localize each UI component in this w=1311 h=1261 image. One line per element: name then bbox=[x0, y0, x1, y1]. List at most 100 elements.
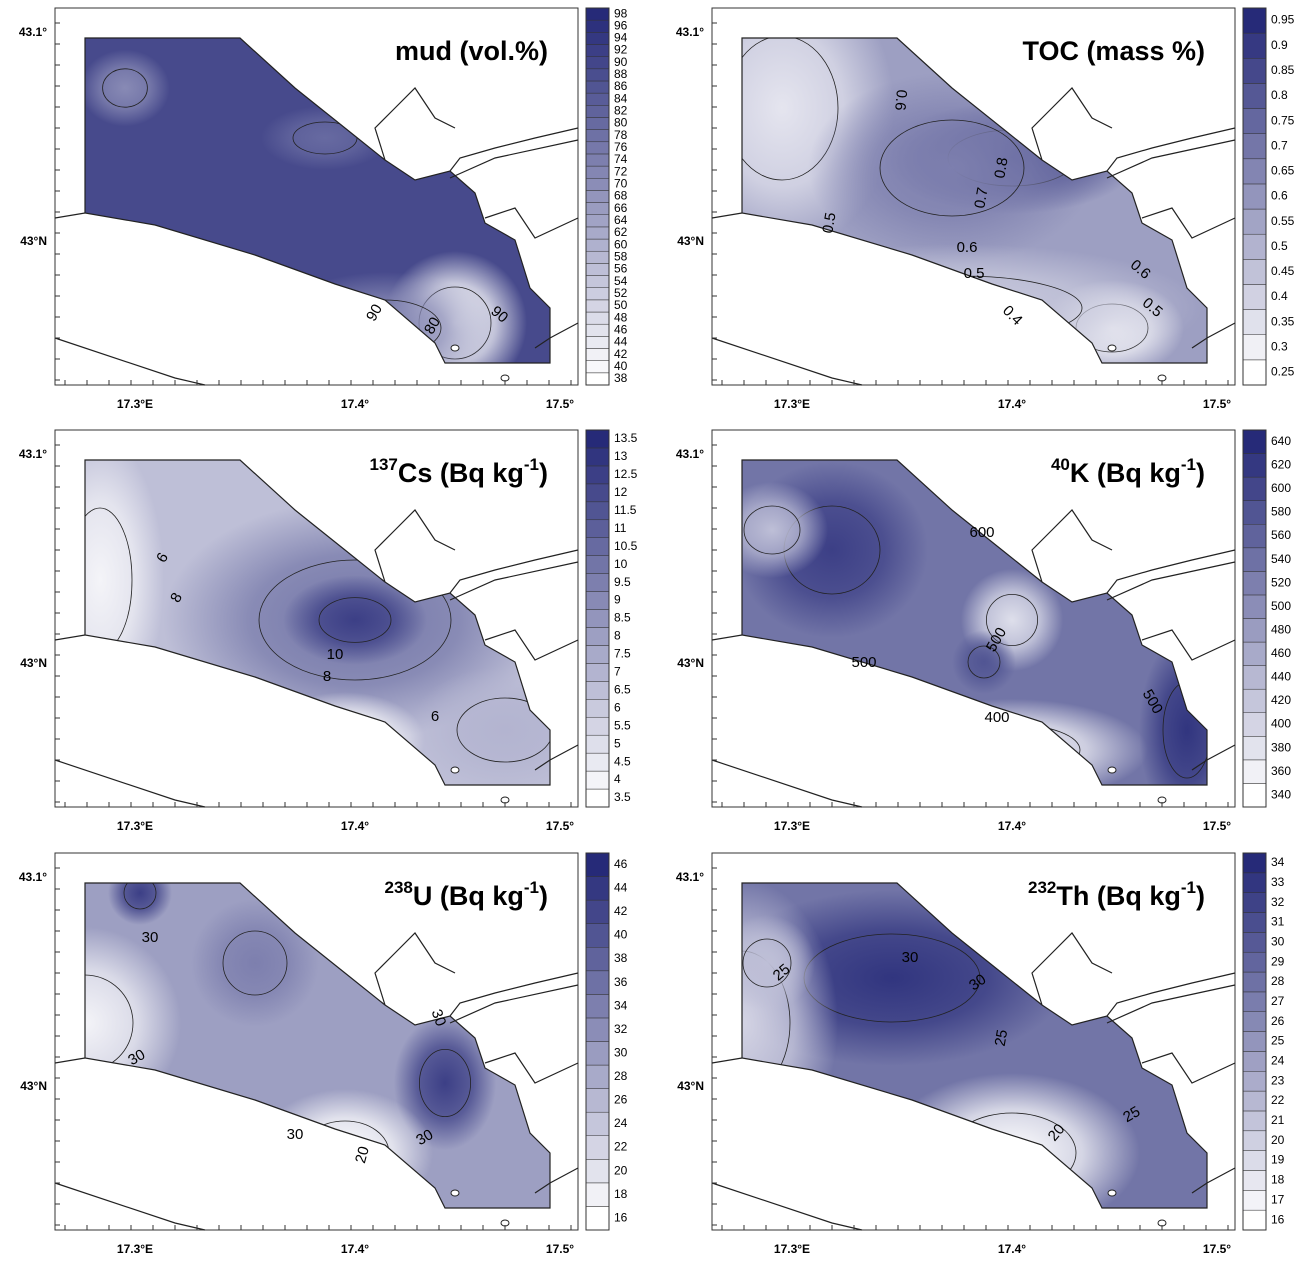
colorbar-swatch bbox=[1242, 971, 1267, 993]
colorbar-label: 24 bbox=[1271, 1054, 1285, 1068]
colorbar-swatch bbox=[585, 645, 610, 664]
colorbar-swatch bbox=[585, 153, 610, 167]
colorbar-swatch bbox=[585, 1017, 610, 1042]
colorbar-swatch bbox=[585, 336, 610, 349]
colorbar-swatch bbox=[1242, 58, 1267, 84]
colorbar-label: 28 bbox=[614, 1069, 628, 1083]
map-panel: 90 80 90 mud (vol.%) 17.3°E 17.4° 17.5° 43.1° 43… bbox=[19, 6, 628, 411]
title-part: U (Bq kg bbox=[413, 881, 524, 911]
colorbar-label: 500 bbox=[1271, 599, 1291, 613]
colorbar-swatch bbox=[1242, 1130, 1267, 1151]
colorbar-swatch bbox=[585, 1206, 610, 1231]
contour-label: 90 bbox=[363, 301, 386, 324]
y-axis-label: 43.1° bbox=[19, 25, 47, 39]
coastline bbox=[84, 459, 551, 786]
contour-label: 30 bbox=[287, 1126, 304, 1143]
colorbar-label: 72 bbox=[614, 164, 628, 178]
panel-title: 40K (Bq kg-1) bbox=[1051, 455, 1205, 488]
colorbar-label: 5 bbox=[614, 736, 621, 750]
colorbar-swatch bbox=[585, 852, 610, 877]
colorbar-swatch bbox=[1242, 453, 1267, 478]
colorbar-swatch bbox=[585, 311, 610, 325]
colorbar-swatch bbox=[1242, 641, 1267, 666]
title-part: 238 bbox=[385, 878, 413, 897]
colorbar-label: 20 bbox=[614, 1163, 628, 1177]
colorbar-swatch bbox=[1242, 547, 1267, 572]
panel-title: 232Th (Bq kg-1) bbox=[1028, 878, 1205, 911]
colorbar-swatch bbox=[585, 788, 610, 808]
colorbar-label: 23 bbox=[1271, 1073, 1285, 1087]
colorbar-swatch bbox=[585, 56, 610, 70]
colorbar-swatch bbox=[1242, 108, 1267, 134]
colorbar-label: 66 bbox=[614, 201, 628, 215]
colorbar-swatch bbox=[1242, 1071, 1267, 1092]
y-axis-label: 43°N bbox=[677, 234, 704, 248]
x-axis-label: 17.4° bbox=[998, 397, 1026, 411]
colorbar-swatch bbox=[1242, 1051, 1267, 1072]
colorbar-label: 90 bbox=[614, 55, 628, 69]
colorbar-swatch bbox=[585, 994, 610, 1019]
contour-label: 0.5 bbox=[964, 265, 985, 282]
colorbar-label: 22 bbox=[1271, 1093, 1285, 1107]
colorbar-label: 54 bbox=[614, 274, 628, 288]
title-part: -1 bbox=[524, 878, 539, 897]
colorbar-label: 620 bbox=[1271, 458, 1291, 472]
colorbar-label: 640 bbox=[1271, 434, 1291, 448]
colorbar-label: 4 bbox=[614, 772, 621, 786]
colorbar-swatch bbox=[1242, 872, 1267, 893]
colorbar-swatch bbox=[585, 1064, 610, 1089]
contour-label: 30 bbox=[966, 971, 989, 994]
colorbar-label: 9.5 bbox=[614, 575, 631, 589]
colorbar-label: 520 bbox=[1271, 575, 1291, 589]
colorbar-label: 40 bbox=[614, 359, 628, 373]
colorbar-swatch bbox=[1242, 1090, 1267, 1112]
colorbar-label: 540 bbox=[1271, 552, 1291, 566]
colorbar-label: 42 bbox=[614, 347, 628, 361]
colorbar-label: 21 bbox=[1271, 1113, 1285, 1127]
colorbar-swatch bbox=[1242, 783, 1267, 808]
x-axis-label: 17.3°E bbox=[774, 1242, 810, 1256]
colorbar-swatch bbox=[1242, 259, 1267, 285]
colorbar-label: 10 bbox=[614, 557, 628, 571]
colorbar-swatch bbox=[585, 360, 610, 374]
colorbar-swatch bbox=[585, 770, 610, 790]
colorbar-label: 29 bbox=[1271, 954, 1285, 968]
colorbar-swatch bbox=[585, 44, 610, 57]
y-axis-label: 43.1° bbox=[19, 870, 47, 884]
colorbar-label: 32 bbox=[614, 1022, 628, 1036]
colorbar-label: 9 bbox=[614, 593, 621, 607]
contour-label: 80 bbox=[421, 314, 444, 337]
contour-label: 30 bbox=[125, 1046, 148, 1069]
field-blob bbox=[191, 899, 319, 1027]
colorbar-swatch bbox=[1242, 618, 1267, 643]
colorbar-label: 460 bbox=[1271, 646, 1291, 660]
colorbar-label: 34 bbox=[614, 998, 628, 1012]
title-part: 232 bbox=[1028, 878, 1056, 897]
colorbar-label: 32 bbox=[1271, 895, 1285, 909]
colorbar-swatch bbox=[585, 699, 610, 718]
colorbar-swatch bbox=[1242, 1150, 1267, 1171]
colorbar-swatch bbox=[1242, 7, 1267, 34]
colorbar-swatch bbox=[585, 1088, 610, 1113]
colorbar-label: 18 bbox=[614, 1187, 628, 1201]
colorbar-label: 34 bbox=[1271, 855, 1285, 869]
colorbar-label: 7 bbox=[614, 665, 621, 679]
panel-title: 238U (Bq kg-1) bbox=[385, 878, 549, 911]
x-axis-label: 17.5° bbox=[1203, 819, 1231, 833]
colorbar-label: 42 bbox=[614, 904, 628, 918]
colorbar-swatch bbox=[585, 105, 610, 118]
panel-title: 137Cs (Bq kg-1) bbox=[369, 455, 548, 488]
colorbar-swatch bbox=[585, 129, 610, 143]
colorbar-label: 0.75 bbox=[1271, 113, 1295, 127]
colorbar-swatch bbox=[1242, 158, 1267, 185]
colorbar-label: 380 bbox=[1271, 740, 1291, 754]
colorbar-label: 17 bbox=[1271, 1192, 1285, 1206]
y-axis-label: 43°N bbox=[20, 656, 47, 670]
colorbar-label: 7.5 bbox=[614, 647, 631, 661]
colorbar-label: 580 bbox=[1271, 505, 1291, 519]
title-part: 40 bbox=[1051, 455, 1070, 474]
x-axis-label: 17.5° bbox=[1203, 1242, 1231, 1256]
title-part: Th (Bq kg bbox=[1056, 881, 1180, 911]
